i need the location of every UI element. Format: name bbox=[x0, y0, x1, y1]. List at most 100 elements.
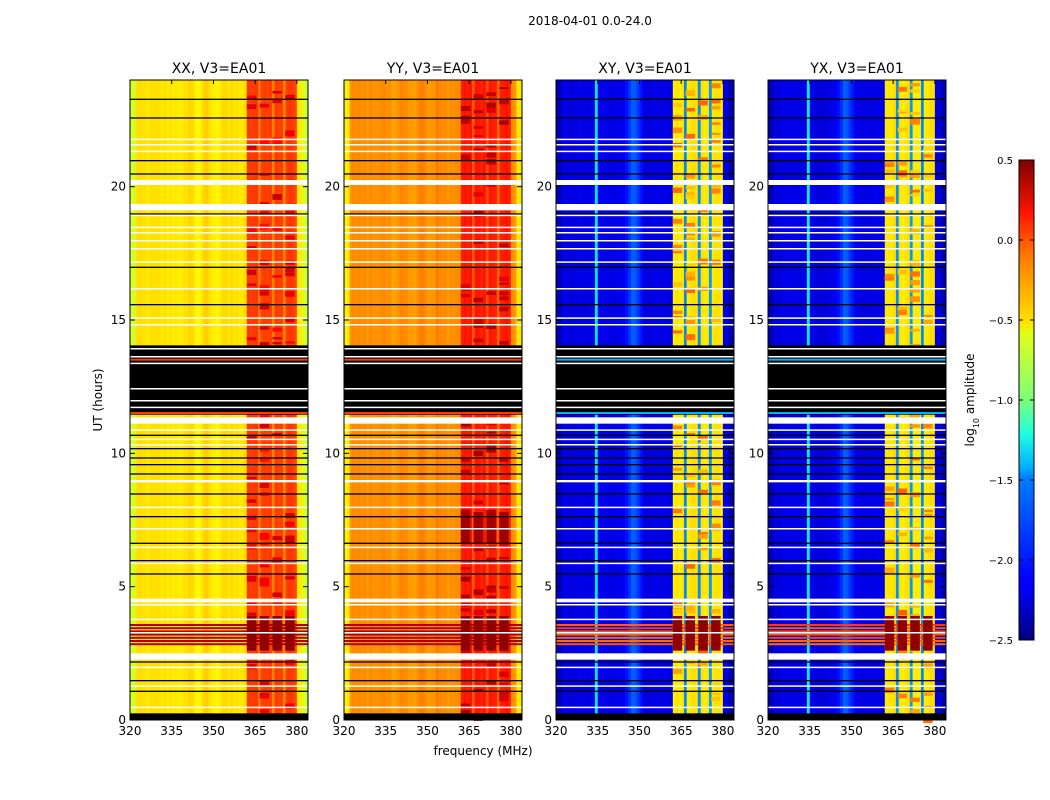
rfi-patch bbox=[499, 307, 509, 312]
gap-band bbox=[768, 417, 946, 424]
event-row bbox=[768, 624, 946, 626]
flag-edge-row bbox=[768, 358, 946, 361]
flag-line bbox=[130, 98, 308, 100]
y-tick-label: 15 bbox=[749, 313, 764, 327]
flag-line bbox=[130, 661, 308, 663]
event-row bbox=[768, 630, 946, 633]
flag-line bbox=[344, 304, 522, 306]
panel-title: XX, V3=EA01 bbox=[172, 61, 267, 77]
event-row bbox=[344, 640, 522, 642]
rfi-patch bbox=[685, 563, 696, 569]
rfi-patch bbox=[910, 271, 920, 277]
rfi-patch bbox=[923, 663, 933, 669]
rfi-patch bbox=[259, 103, 270, 108]
rfi-patch bbox=[685, 195, 696, 200]
rfi-patch bbox=[460, 576, 471, 582]
rfi-patch bbox=[672, 219, 683, 224]
rfi-patch bbox=[698, 100, 708, 106]
rfi-patch bbox=[711, 692, 721, 695]
flag-line bbox=[130, 690, 308, 692]
gap-band bbox=[768, 598, 946, 603]
rfi-patch bbox=[698, 489, 708, 493]
flag-line bbox=[344, 266, 522, 268]
rfi-patch bbox=[499, 480, 509, 485]
gap-line bbox=[556, 562, 734, 565]
gap-line bbox=[556, 317, 734, 319]
flag-line bbox=[556, 473, 734, 475]
rfi-patch bbox=[460, 703, 471, 707]
rfi-patch bbox=[685, 186, 696, 189]
y-tick-label: 10 bbox=[749, 446, 764, 460]
gap-line bbox=[130, 214, 308, 217]
rfi-patch bbox=[246, 269, 257, 276]
rfi-patch bbox=[897, 488, 908, 494]
rfi-patch bbox=[685, 334, 696, 340]
rfi-patch bbox=[923, 315, 933, 318]
rfi-patch bbox=[672, 244, 683, 251]
rfi-patch bbox=[711, 99, 721, 104]
rfi-patch bbox=[486, 444, 496, 449]
rfi-patch bbox=[910, 170, 920, 176]
rfi-patch bbox=[259, 326, 270, 330]
gap-line bbox=[768, 324, 946, 326]
flag-line bbox=[130, 160, 308, 162]
gap-line bbox=[130, 706, 308, 709]
rfi-patch bbox=[711, 122, 721, 125]
x-tick-label: 320 bbox=[119, 724, 142, 738]
flag-line bbox=[556, 160, 734, 162]
gap-band bbox=[556, 480, 734, 483]
gap-line bbox=[556, 240, 734, 242]
rfi-patch bbox=[259, 482, 270, 489]
rfi-patch bbox=[259, 173, 270, 176]
event-row bbox=[130, 624, 308, 626]
event-row bbox=[768, 627, 946, 630]
flag-line bbox=[130, 493, 308, 495]
rfi-patch bbox=[672, 102, 683, 107]
gap-line bbox=[556, 144, 734, 146]
flagged-range bbox=[768, 345, 946, 415]
rfi-patch bbox=[285, 266, 295, 273]
rfi-patch bbox=[711, 132, 721, 135]
rfi-patch bbox=[460, 423, 471, 427]
rfi-patch bbox=[499, 244, 509, 247]
rfi-patch bbox=[460, 469, 471, 475]
flag-line bbox=[130, 117, 308, 119]
y-tick-label: 5 bbox=[756, 580, 764, 594]
flag-line bbox=[130, 542, 308, 544]
rfi-patch bbox=[897, 86, 908, 92]
rfi-patch bbox=[486, 587, 496, 593]
panel-frame bbox=[129, 79, 309, 721]
rfi-patch bbox=[685, 271, 696, 278]
gap-line bbox=[130, 546, 308, 549]
rfi-patch bbox=[460, 648, 471, 655]
rfi-patch bbox=[460, 119, 471, 124]
gap-line bbox=[768, 546, 946, 549]
x-tick-label: 335 bbox=[798, 724, 821, 738]
rfi-patch bbox=[672, 127, 683, 134]
rfi-patch bbox=[910, 89, 920, 93]
colorbar-tick-label: 0.0 bbox=[997, 236, 1013, 247]
rfi-patch bbox=[499, 291, 509, 296]
rfi-patch bbox=[285, 610, 295, 617]
rfi-patch bbox=[259, 709, 270, 713]
gap-band bbox=[130, 417, 308, 424]
rfi-patch bbox=[499, 586, 509, 589]
rfi-patch bbox=[910, 174, 920, 179]
rfi-patch bbox=[486, 448, 496, 453]
rfi-patch bbox=[246, 337, 257, 341]
rfi-patch bbox=[272, 536, 282, 541]
rfi-patch bbox=[259, 223, 270, 230]
rfi-patch bbox=[884, 196, 895, 202]
gap-line bbox=[768, 604, 946, 606]
rfi-patch bbox=[259, 679, 270, 686]
rfi-patch bbox=[285, 208, 295, 214]
rfi-patch bbox=[486, 610, 496, 613]
rfi-patch bbox=[246, 543, 257, 550]
rfi-patch bbox=[672, 467, 683, 472]
rfi-patch bbox=[499, 556, 509, 560]
rfi-patch bbox=[460, 105, 471, 112]
rfi-patch bbox=[473, 688, 484, 692]
flag-edge-row bbox=[130, 358, 308, 361]
rfi-patch bbox=[259, 563, 270, 568]
rfi-patch bbox=[685, 481, 696, 484]
